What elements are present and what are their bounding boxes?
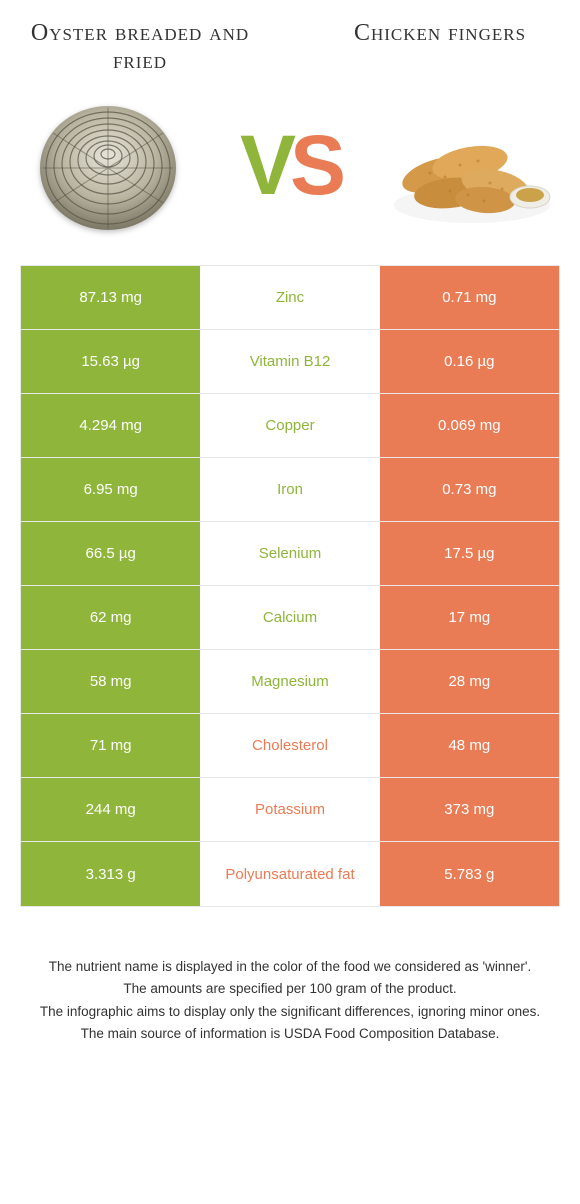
- footer-line: The nutrient name is displayed in the co…: [30, 957, 550, 977]
- nutrient-table: 87.13 mgZinc0.71 mg15.63 µgVitamin B120.…: [20, 265, 560, 907]
- table-row: 71 mgCholesterol48 mg: [21, 714, 559, 778]
- left-value: 244 mg: [21, 778, 200, 841]
- right-value: 5.783 g: [380, 842, 559, 906]
- left-value: 66.5 µg: [21, 522, 200, 585]
- left-value: 71 mg: [21, 714, 200, 777]
- images-row: VS: [0, 85, 580, 265]
- nutrient-label: Vitamin B12: [200, 330, 379, 393]
- table-row: 6.95 mgIron0.73 mg: [21, 458, 559, 522]
- header: Oyster breaded and fried Chicken fingers: [0, 0, 580, 85]
- left-value: 15.63 µg: [21, 330, 200, 393]
- right-value: 17 mg: [380, 586, 559, 649]
- left-value: 87.13 mg: [21, 266, 200, 329]
- right-value: 48 mg: [380, 714, 559, 777]
- right-value: 0.73 mg: [380, 458, 559, 521]
- vs-label: VS: [240, 117, 340, 214]
- footer-line: The amounts are specified per 100 gram o…: [30, 979, 550, 999]
- nutrient-label: Iron: [200, 458, 379, 521]
- footer-notes: The nutrient name is displayed in the co…: [30, 957, 550, 1044]
- table-row: 15.63 µgVitamin B120.16 µg: [21, 330, 559, 394]
- right-value: 28 mg: [380, 650, 559, 713]
- nutrient-label: Selenium: [200, 522, 379, 585]
- table-row: 87.13 mgZinc0.71 mg: [21, 266, 559, 330]
- table-row: 58 mgMagnesium28 mg: [21, 650, 559, 714]
- nutrient-label: Calcium: [200, 586, 379, 649]
- right-value: 0.069 mg: [380, 394, 559, 457]
- nutrient-label: Copper: [200, 394, 379, 457]
- vs-s: S: [290, 117, 340, 214]
- vs-v: V: [240, 117, 290, 214]
- nutrient-label: Cholesterol: [200, 714, 379, 777]
- right-value: 0.71 mg: [380, 266, 559, 329]
- left-value: 3.313 g: [21, 842, 200, 906]
- table-row: 4.294 mgCopper0.069 mg: [21, 394, 559, 458]
- table-row: 244 mgPotassium373 mg: [21, 778, 559, 842]
- nutrient-label: Magnesium: [200, 650, 379, 713]
- nutrient-label: Potassium: [200, 778, 379, 841]
- footer-line: The main source of information is USDA F…: [30, 1024, 550, 1044]
- footer-line: The infographic aims to display only the…: [30, 1002, 550, 1022]
- nutrient-label: Polyunsaturated fat: [200, 842, 379, 906]
- oyster-image: [25, 95, 190, 235]
- nutrient-label: Zinc: [200, 266, 379, 329]
- table-row: 62 mgCalcium17 mg: [21, 586, 559, 650]
- table-row: 3.313 gPolyunsaturated fat5.783 g: [21, 842, 559, 906]
- left-value: 4.294 mg: [21, 394, 200, 457]
- table-row: 66.5 µgSelenium17.5 µg: [21, 522, 559, 586]
- chicken-fingers-image: [390, 95, 555, 235]
- left-food-title: Oyster breaded and fried: [30, 20, 250, 75]
- right-food-title: Chicken fingers: [330, 20, 550, 75]
- right-value: 0.16 µg: [380, 330, 559, 393]
- right-value: 17.5 µg: [380, 522, 559, 585]
- left-value: 62 mg: [21, 586, 200, 649]
- right-value: 373 mg: [380, 778, 559, 841]
- left-value: 58 mg: [21, 650, 200, 713]
- left-value: 6.95 mg: [21, 458, 200, 521]
